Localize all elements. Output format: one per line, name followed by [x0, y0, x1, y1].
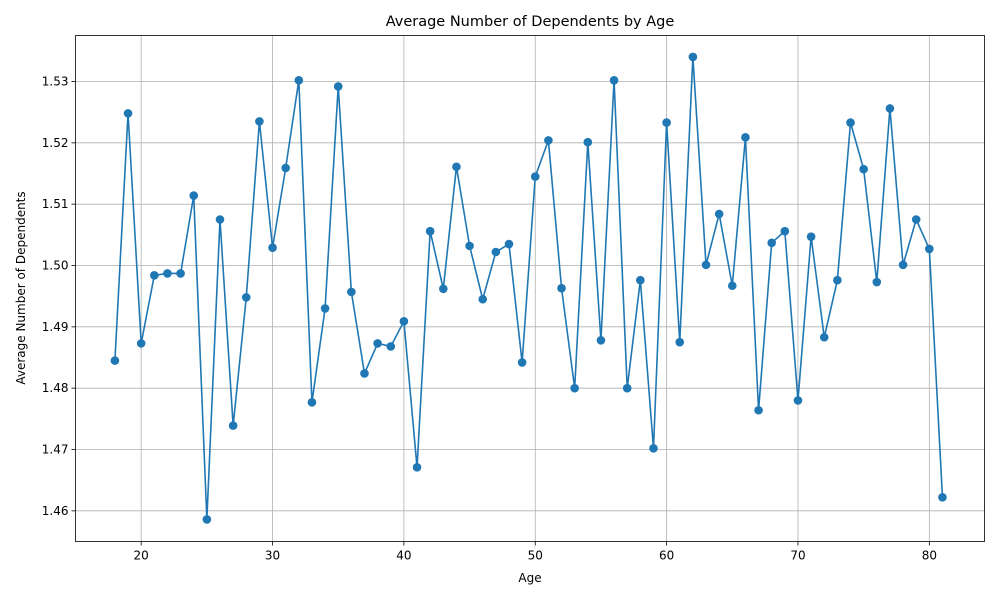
series-line	[114, 56, 944, 521]
data-point	[833, 275, 842, 285]
data-point	[136, 339, 146, 348]
data-point	[846, 118, 855, 127]
x-axis-label: Age	[518, 571, 541, 585]
y-tick-label: 1.47	[42, 443, 69, 457]
data-point	[741, 133, 750, 142]
data-point	[885, 104, 895, 113]
data-point	[701, 260, 711, 270]
y-tick-label: 1.48	[42, 381, 69, 395]
data-point	[215, 215, 225, 224]
chart-title: Average Number of Dependents by Age	[386, 14, 675, 30]
data-point	[399, 317, 409, 326]
data-point	[622, 383, 632, 393]
x-tick-label: 60	[659, 549, 674, 563]
data-point	[163, 269, 172, 278]
data-point	[806, 232, 816, 241]
data-point	[439, 284, 448, 294]
data-point	[255, 117, 264, 126]
data-point	[636, 275, 645, 285]
data-point	[911, 215, 921, 224]
data-point	[294, 75, 304, 85]
data-point	[872, 277, 882, 287]
x-tick-label: 30	[265, 549, 280, 563]
data-point	[767, 238, 776, 248]
data-point	[583, 137, 593, 147]
y-tick-label: 1.51	[42, 197, 69, 211]
data-point	[557, 283, 566, 293]
data-point	[544, 136, 553, 145]
data-point	[517, 358, 527, 367]
data-point	[189, 191, 199, 200]
plot-frame	[75, 35, 985, 542]
data-point	[859, 164, 868, 174]
data-point	[425, 226, 435, 236]
x-axis-ticks: 20 30 40 50 60 70 80	[134, 541, 937, 563]
data-point	[333, 82, 343, 91]
data-point	[649, 443, 658, 453]
data-point	[412, 462, 422, 472]
data-point	[530, 172, 540, 181]
x-tick-label: 80	[922, 549, 937, 563]
data-point	[780, 226, 790, 236]
data-point	[241, 293, 251, 302]
data-point	[714, 209, 724, 219]
data-point	[347, 287, 356, 297]
data-point	[819, 332, 829, 342]
data-point	[228, 421, 238, 430]
data-point	[320, 304, 330, 313]
data-point	[307, 397, 317, 407]
y-axis-label: Average Number of Dependents	[14, 191, 28, 384]
data-point	[688, 52, 698, 62]
data-point	[360, 369, 369, 378]
data-point	[202, 515, 212, 524]
y-tick-label: 1.50	[42, 259, 69, 273]
series-line-layer	[114, 56, 944, 521]
data-point	[504, 239, 514, 249]
data-point	[386, 342, 396, 351]
y-tick-label: 1.53	[42, 75, 69, 89]
data-point	[662, 118, 671, 127]
data-point	[570, 383, 579, 393]
data-point	[491, 247, 501, 257]
data-point	[675, 337, 685, 347]
y-tick-label: 1.49	[42, 320, 69, 334]
data-points	[110, 52, 947, 524]
data-point	[465, 241, 474, 251]
y-axis-ticks: 1.46 1.47 1.48 1.49 1.50 1.51 1.52 1.53	[42, 75, 76, 518]
data-point	[938, 493, 947, 502]
data-point	[268, 243, 277, 253]
data-point	[150, 271, 159, 280]
data-point	[176, 269, 185, 278]
x-tick-label: 50	[528, 549, 543, 563]
data-point	[609, 75, 619, 85]
x-tick-label: 70	[790, 549, 805, 563]
data-point	[373, 339, 382, 348]
data-point	[452, 162, 461, 172]
data-point	[281, 163, 290, 173]
data-point	[727, 281, 737, 291]
x-tick-label: 40	[396, 549, 411, 563]
y-tick-label: 1.52	[42, 136, 69, 150]
data-point	[123, 109, 133, 118]
data-point	[898, 260, 908, 270]
data-point	[596, 336, 606, 345]
x-tick-label: 20	[134, 549, 149, 563]
data-point	[925, 244, 934, 254]
data-point	[793, 396, 803, 405]
data-point	[478, 294, 488, 304]
data-point	[110, 356, 120, 365]
data-point	[754, 405, 763, 415]
grid	[75, 35, 985, 542]
y-tick-label: 1.46	[42, 504, 69, 518]
